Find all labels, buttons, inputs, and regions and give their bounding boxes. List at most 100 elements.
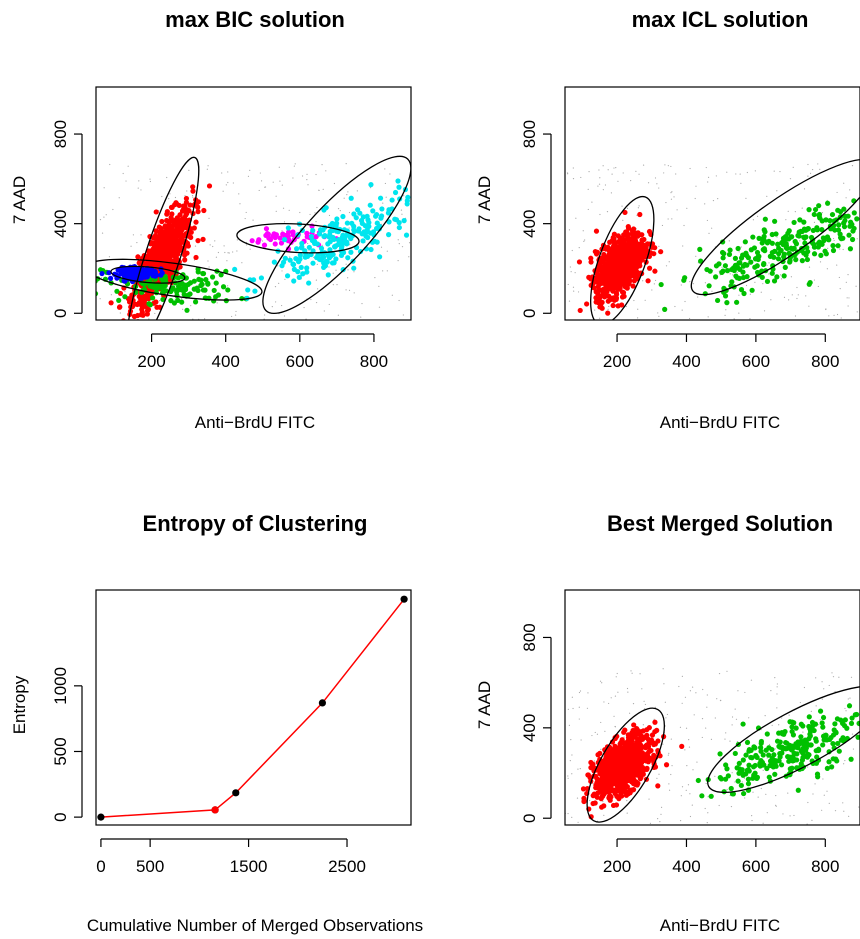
data-point bbox=[416, 190, 421, 195]
noise-point bbox=[569, 760, 571, 762]
data-point bbox=[198, 282, 204, 289]
data-point bbox=[159, 248, 165, 254]
data-point bbox=[724, 268, 731, 274]
data-point bbox=[122, 268, 128, 274]
noise-point bbox=[576, 797, 579, 799]
data-point bbox=[285, 225, 291, 231]
noise-point bbox=[402, 314, 404, 316]
data-point bbox=[826, 759, 832, 765]
data-point bbox=[609, 780, 616, 786]
data-point bbox=[793, 741, 799, 747]
data-point bbox=[363, 233, 369, 239]
noise-point bbox=[779, 170, 781, 173]
noise-point bbox=[789, 815, 791, 817]
noise-point bbox=[819, 261, 822, 263]
x-tick-label: 1500 bbox=[230, 857, 268, 876]
data-point bbox=[807, 733, 813, 739]
data-point bbox=[365, 217, 371, 223]
data-point bbox=[717, 751, 723, 757]
data-point bbox=[287, 257, 293, 263]
noise-point bbox=[579, 690, 582, 692]
noise-point bbox=[823, 794, 825, 796]
noise-point bbox=[757, 796, 759, 798]
data-point bbox=[777, 739, 783, 745]
data-point bbox=[333, 243, 339, 249]
data-point bbox=[367, 202, 373, 208]
noise-point bbox=[335, 269, 337, 271]
data-point bbox=[351, 265, 357, 271]
noise-point bbox=[316, 206, 318, 209]
noise-point bbox=[606, 211, 609, 213]
data-point bbox=[592, 800, 598, 806]
data-point bbox=[798, 734, 804, 740]
data-point bbox=[652, 719, 658, 725]
data-point bbox=[646, 748, 652, 755]
noise-point bbox=[622, 219, 624, 221]
noise-point bbox=[760, 787, 762, 790]
data-point bbox=[755, 256, 761, 263]
noise-point bbox=[685, 727, 688, 729]
data-point bbox=[608, 286, 614, 292]
noise-point bbox=[281, 270, 283, 272]
noise-point bbox=[762, 769, 764, 771]
data-point bbox=[357, 210, 363, 216]
cluster-ellipse bbox=[690, 158, 860, 296]
noise-point bbox=[140, 189, 142, 191]
data-point bbox=[322, 232, 328, 239]
noise-point bbox=[346, 194, 348, 196]
noise-point bbox=[275, 210, 277, 212]
noise-point bbox=[401, 246, 404, 248]
data-point bbox=[738, 287, 745, 293]
data-point bbox=[750, 775, 756, 781]
data-point bbox=[396, 224, 402, 231]
noise-point bbox=[596, 733, 599, 735]
noise-point bbox=[776, 190, 778, 192]
noise-point bbox=[776, 236, 778, 238]
noise-point bbox=[681, 675, 683, 677]
noise-point bbox=[660, 813, 662, 815]
noise-point bbox=[249, 248, 251, 250]
data-point bbox=[330, 251, 336, 258]
data-point bbox=[745, 255, 752, 261]
data-point bbox=[749, 287, 755, 293]
data-point bbox=[793, 241, 800, 247]
data-point bbox=[782, 264, 788, 271]
data-point bbox=[286, 229, 292, 235]
noise-point bbox=[598, 317, 601, 319]
noise-point bbox=[675, 173, 677, 175]
data-point bbox=[623, 280, 629, 287]
data-point bbox=[321, 264, 327, 270]
data-point bbox=[830, 740, 836, 747]
data-point bbox=[193, 254, 199, 261]
noise-point bbox=[658, 245, 660, 247]
noise-point bbox=[642, 280, 644, 282]
data-point bbox=[777, 751, 783, 757]
data-point bbox=[175, 217, 181, 223]
noise-point bbox=[571, 773, 573, 775]
noise-point bbox=[315, 301, 318, 304]
data-point bbox=[179, 299, 185, 305]
data-point bbox=[374, 220, 380, 226]
noise-point bbox=[724, 314, 726, 317]
data-point bbox=[611, 753, 617, 759]
data-point bbox=[789, 724, 795, 730]
noise-point bbox=[597, 185, 599, 187]
data-point bbox=[330, 234, 336, 241]
data-point bbox=[585, 772, 591, 778]
noise-point bbox=[568, 300, 571, 302]
noise-point bbox=[776, 686, 778, 688]
noise-point bbox=[587, 692, 589, 694]
noise-point bbox=[349, 243, 351, 245]
data-point bbox=[847, 223, 853, 229]
data-point bbox=[625, 777, 631, 784]
data-point bbox=[604, 281, 610, 288]
data-point bbox=[599, 299, 605, 305]
data-point bbox=[706, 283, 712, 289]
data-point bbox=[341, 234, 347, 240]
noise-point bbox=[851, 733, 854, 735]
data-point bbox=[187, 202, 193, 208]
noise-point bbox=[828, 684, 830, 687]
noise-point bbox=[752, 791, 754, 793]
data-point bbox=[769, 746, 775, 753]
noise-point bbox=[186, 190, 188, 192]
